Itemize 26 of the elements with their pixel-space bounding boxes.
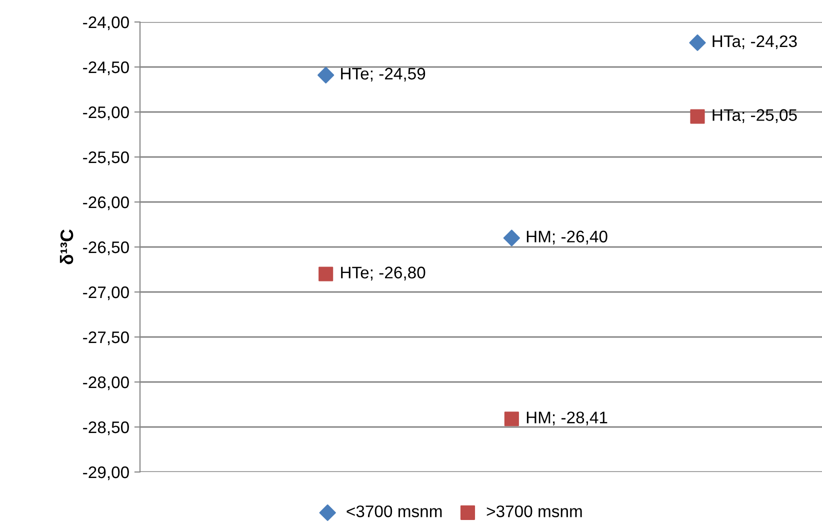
data-label: HTa; -25,05 (712, 109, 797, 123)
data-label: HTe; -26,80 (341, 266, 426, 280)
y-tick-label: -24,50 (83, 61, 129, 76)
y-tick-label: -28,50 (83, 421, 129, 436)
data-label: HTa; -24,23 (712, 35, 797, 50)
legend-label: >3700 msnm (486, 505, 582, 518)
legend-label: <3700 msnm (346, 505, 442, 518)
point (318, 66, 334, 84)
data-label: HM; -26,40 (526, 230, 608, 244)
point (503, 230, 520, 246)
y-tick-label: -29,00 (83, 466, 129, 480)
data-label: HM; -28,41 (526, 412, 608, 426)
point (504, 412, 519, 426)
y-tick-label: -28,00 (83, 376, 129, 390)
y-tick-label: -26,00 (83, 196, 129, 210)
point (690, 109, 705, 124)
y-axis-title: δ¹³C (60, 229, 74, 264)
y-tick-label: -27,50 (83, 331, 129, 346)
y-tick-label: -26,50 (83, 241, 129, 256)
data-label: HTe; -24,59 (341, 68, 426, 82)
point (689, 34, 706, 51)
y-tick-label: -25,50 (83, 151, 129, 166)
y-tick-label: -27,00 (83, 286, 129, 300)
point (318, 266, 334, 282)
y-tick-label: -24,00 (83, 16, 129, 30)
y-tick-label: -25,00 (83, 106, 129, 120)
